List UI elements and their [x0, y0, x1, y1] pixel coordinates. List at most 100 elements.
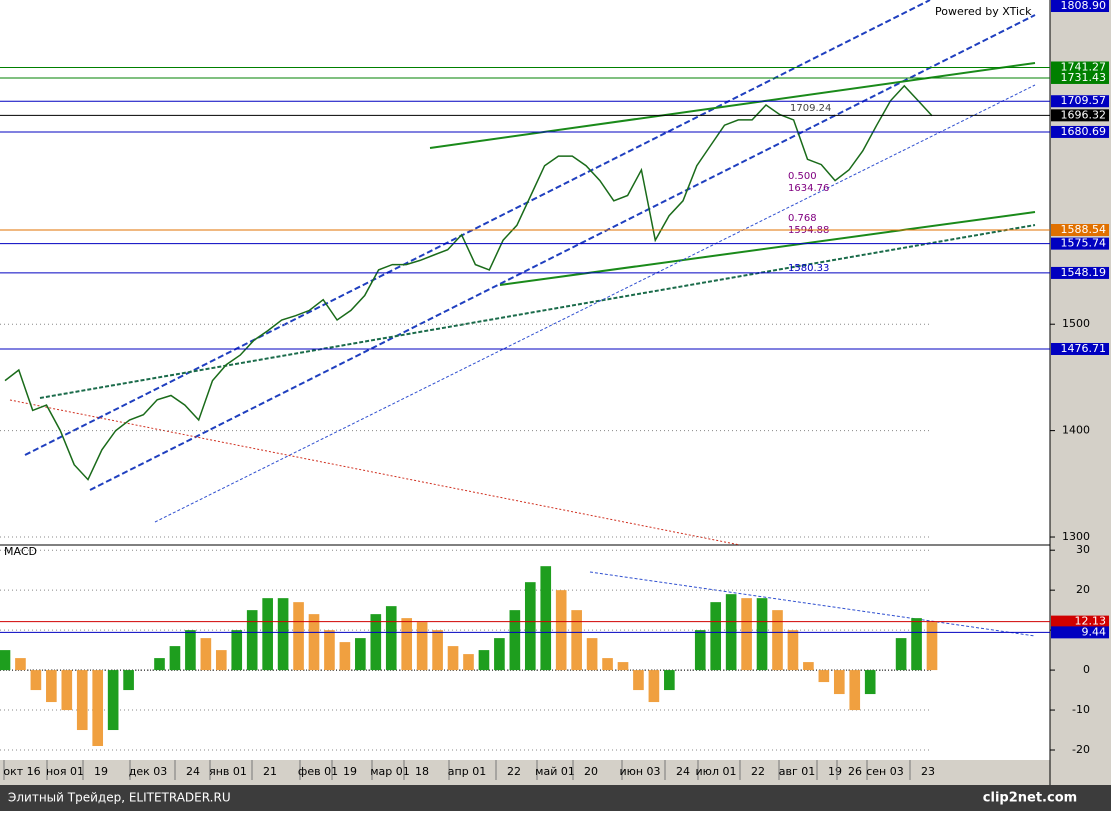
level-label-bg [1051, 0, 1109, 12]
histogram-bar [787, 630, 799, 671]
annotation: 0.500 [788, 171, 817, 182]
histogram-bar [540, 566, 552, 671]
x-tick-label: 19 [94, 765, 108, 778]
histogram-bar [741, 598, 752, 671]
level-label-bg [1051, 626, 1109, 639]
histogram-bar [571, 610, 582, 671]
level-label: 1476.71 [1061, 342, 1107, 355]
trendlines [9, 0, 1036, 637]
histogram-bar [169, 646, 181, 671]
x-tick-label: янв 01 [209, 765, 247, 778]
level-label: 1548.19 [1061, 266, 1107, 279]
x-tick-label: 19 [343, 765, 357, 778]
histogram-bar [46, 670, 57, 703]
histogram-bar [710, 602, 722, 671]
y-tick-label: 1300 [1062, 530, 1090, 543]
level-label: 1680.69 [1061, 125, 1107, 138]
x-tick-label: 22 [751, 765, 765, 778]
histogram-bar [524, 582, 536, 671]
y-tick-label: -10 [1072, 703, 1090, 716]
histogram-bar [416, 622, 428, 671]
level-label: 1808.90 [1061, 0, 1107, 12]
histogram-bar [432, 630, 443, 671]
histogram-bar [926, 622, 938, 671]
histogram-bar [895, 638, 907, 671]
level-label-bg [1051, 125, 1109, 138]
histogram-bar [803, 662, 814, 671]
histogram-bar [15, 658, 26, 671]
x-tick-label: 19 [828, 765, 842, 778]
level-label-bg [1051, 109, 1109, 122]
y-tick-label: -20 [1072, 743, 1090, 756]
footer [0, 785, 1111, 811]
histogram-bar [555, 590, 567, 671]
y-tick-label: 30 [1076, 543, 1090, 556]
annotation: 1709.24 [790, 103, 831, 114]
histogram-bar [30, 670, 42, 691]
x-tick-label: 26 [848, 765, 862, 778]
histogram-bar [478, 650, 490, 671]
level-label-bg [1051, 224, 1109, 237]
watermark: Powered by XTick [935, 5, 1032, 18]
histogram-bar [494, 638, 505, 671]
x-tick-label: фев 01 [298, 765, 338, 778]
footer-left: Элитный Трейдер, ELITETRADER.RU [8, 791, 231, 805]
histogram-bar [293, 602, 304, 671]
x-tick-label: июл 01 [696, 765, 737, 778]
histogram-bar [215, 650, 227, 671]
x-tick-label: 22 [507, 765, 521, 778]
x-tick-label: мар 01 [370, 765, 410, 778]
histogram-bar [447, 646, 459, 671]
x-tick-label: ноя 01 [46, 765, 84, 778]
histogram-bar [833, 670, 845, 695]
histogram-bar [849, 670, 861, 711]
macd-trend [589, 571, 1036, 637]
thin-trend [154, 84, 1036, 523]
histogram-bar [0, 650, 11, 671]
level-label-bg [1051, 615, 1109, 628]
x-tick-label: 24 [676, 765, 690, 778]
x-tick-label: май 01 [535, 765, 575, 778]
footer-right: clip2net.com [983, 791, 1077, 806]
histogram-bar [586, 638, 598, 671]
histogram-bar [61, 670, 73, 711]
histogram-bar [617, 662, 629, 671]
histogram-bar [154, 658, 165, 671]
histogram-bar [107, 670, 119, 731]
level-label: 9.44 [1082, 625, 1107, 638]
level-label: 1696.32 [1061, 108, 1107, 121]
x-tick-label: сен 03 [866, 765, 904, 778]
histogram-bar [246, 610, 258, 671]
channel-bottom [89, 14, 1036, 491]
level-label-bg [1051, 71, 1109, 84]
y-tick-label: 0 [1083, 663, 1090, 676]
level-label: 1731.43 [1061, 71, 1107, 84]
histogram-bar [123, 670, 134, 691]
histogram-bar [602, 658, 613, 671]
level-label-bg [1051, 266, 1109, 279]
histogram-bar [756, 598, 768, 671]
histogram-bar [324, 630, 335, 671]
histogram-bar [277, 598, 289, 671]
histogram-bar [92, 670, 104, 747]
y-tick-label: 1500 [1062, 317, 1090, 330]
long-support [39, 224, 1036, 399]
histogram-bar [262, 598, 273, 671]
price-line [4, 84, 933, 481]
red-trend [9, 399, 741, 546]
histogram-bar [200, 638, 212, 671]
histogram-bar [76, 670, 88, 731]
resistance [429, 62, 1036, 149]
histogram-bar [463, 654, 474, 671]
histogram-bar [864, 670, 876, 695]
x-tick-label: 20 [584, 765, 598, 778]
histogram-bar [308, 614, 320, 671]
x-tick-label: 24 [186, 765, 200, 778]
annotation: 0.768 [788, 213, 817, 224]
histogram-bar [772, 610, 783, 671]
annotation: 1580.33 [788, 263, 829, 274]
x-tick-label: дек 03 [129, 765, 168, 778]
x-tick-label: 21 [263, 765, 277, 778]
x-tick-label: апр 01 [448, 765, 486, 778]
